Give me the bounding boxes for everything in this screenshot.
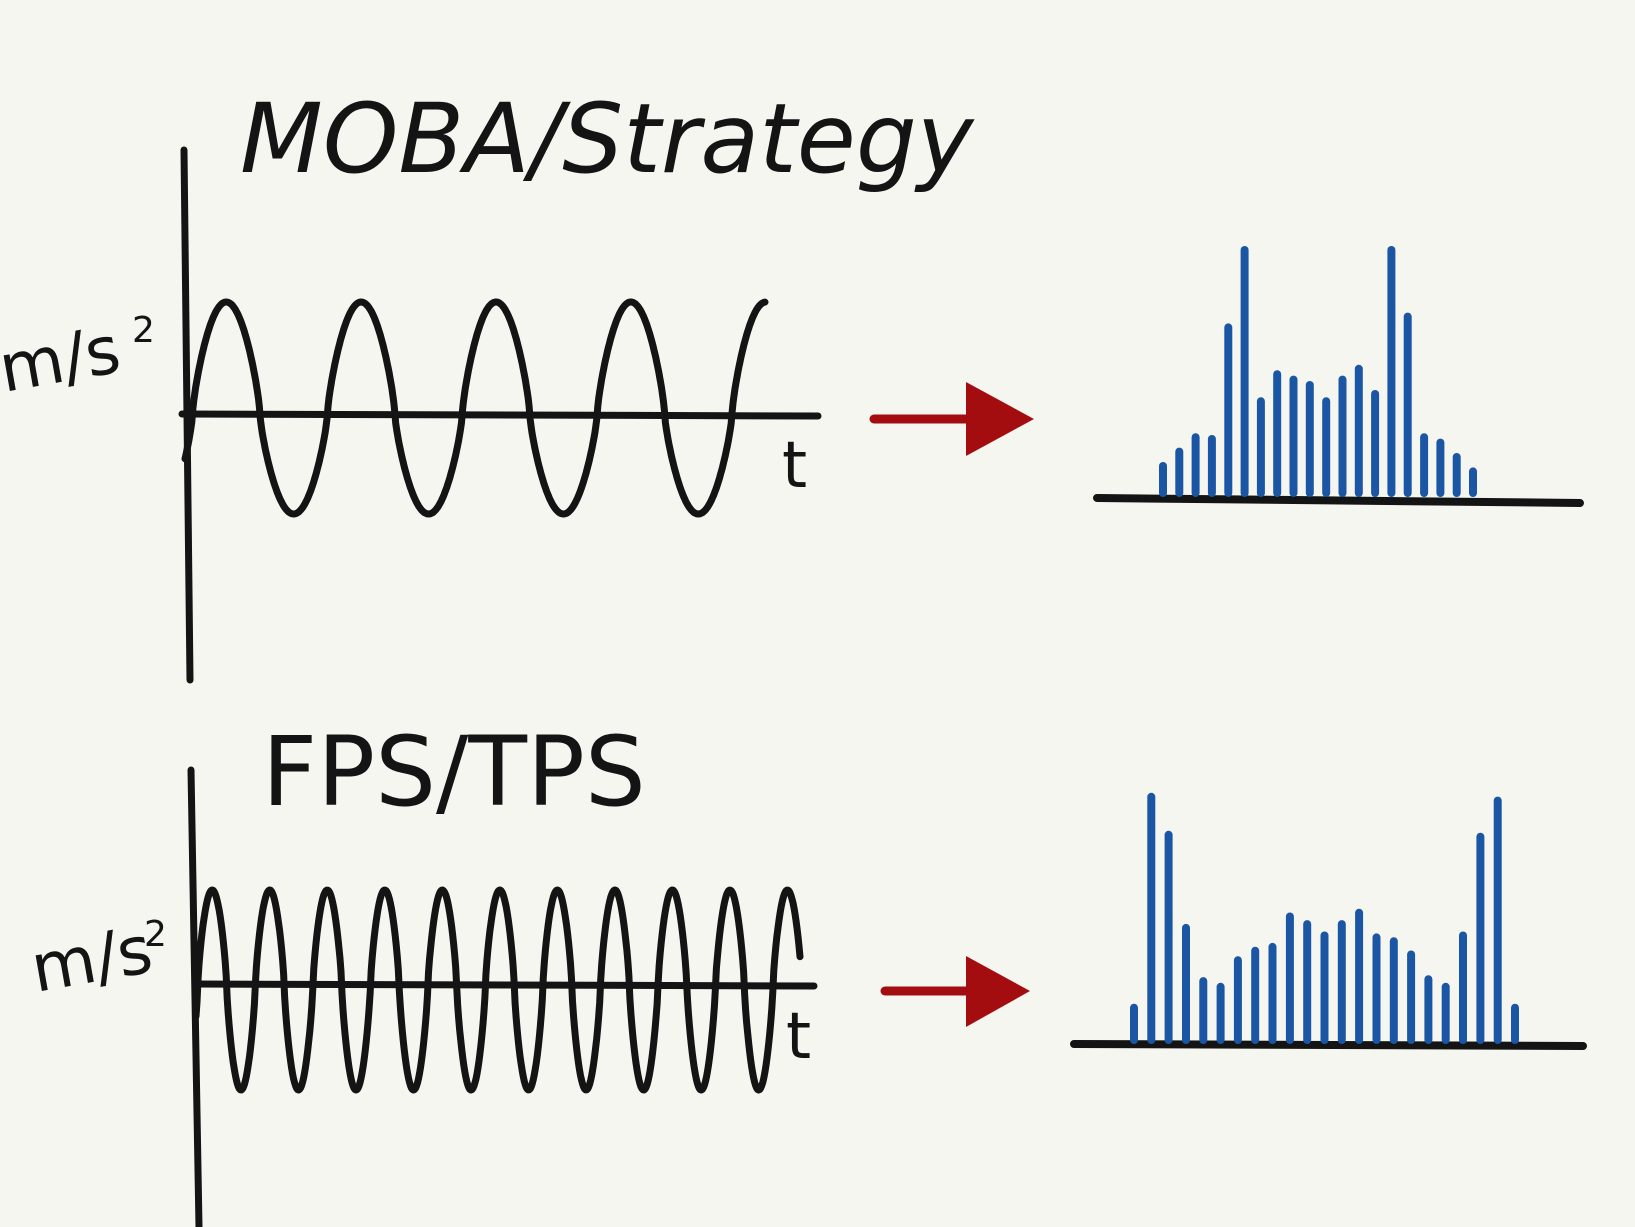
y-axis-exponent-top: 2 [132, 310, 155, 351]
y-axis-label-bottom: m/s [25, 911, 157, 1008]
spectrum-bars-bottom [1130, 792, 1519, 1044]
x-axis-label-bottom: t [786, 1000, 811, 1074]
y-axis-label-top: m/s [0, 311, 126, 408]
panel-fps-tps: FPS/TPS m/s 2 t [25, 716, 1587, 1227]
arrow-bottom [880, 956, 1030, 1027]
spectrum-baseline-top [1093, 494, 1584, 507]
waveform-bottom [192, 886, 804, 1094]
x-axis-top [178, 410, 822, 420]
arrow-top [869, 382, 1034, 456]
spectrum-bars-top [1159, 246, 1477, 497]
panel-title-moba: MOBA/Strategy [240, 83, 975, 195]
x-axis-bottom [192, 980, 818, 990]
spectrum-baseline-bottom [1070, 1040, 1587, 1050]
waveform-top [181, 298, 769, 518]
panel-moba-strategy: MOBA/Strategy m/s 2 t [0, 83, 1584, 684]
y-axis-exponent-bottom: 2 [144, 914, 167, 955]
x-axis-label-top: t [782, 429, 807, 503]
panel-title-fps: FPS/TPS [262, 716, 646, 828]
